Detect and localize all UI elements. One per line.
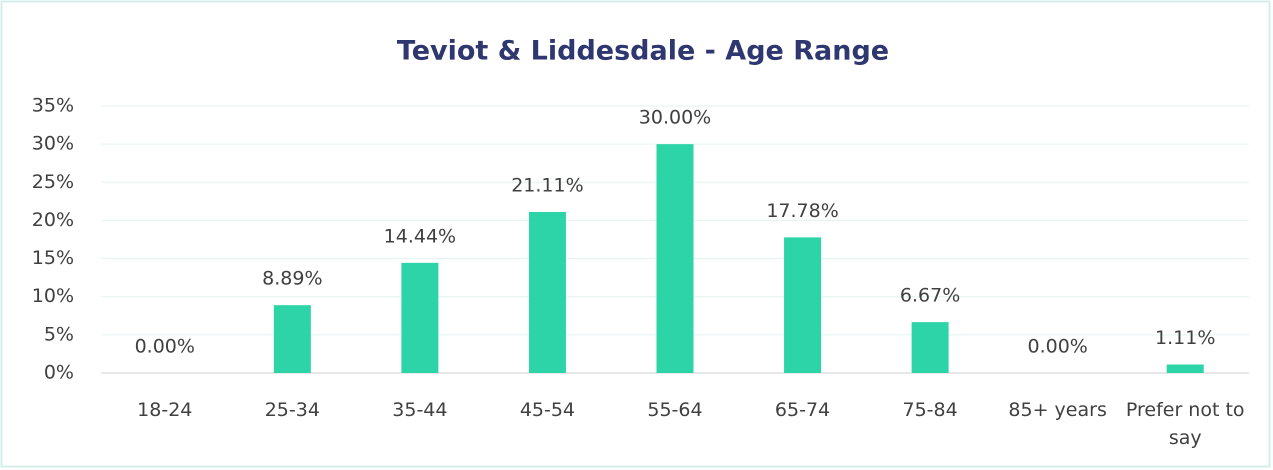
bar — [911, 322, 949, 373]
bar — [1166, 364, 1204, 373]
x-tick-label: 75-84 — [902, 399, 958, 421]
x-tick-label: 55-64 — [647, 399, 703, 421]
y-tick-label: 5% — [44, 323, 74, 345]
x-tick-label: 85+ years — [1008, 399, 1107, 421]
bar — [784, 237, 822, 373]
y-tick-label: 30% — [32, 133, 74, 155]
x-tick-label: Prefer not to say — [1125, 399, 1245, 449]
bar — [401, 262, 439, 373]
y-tick-label: 20% — [32, 209, 74, 231]
data-label: 17.78% — [766, 200, 838, 222]
chart-title: Teviot & Liddesdale - Age Range — [397, 36, 889, 67]
data-label: 14.44% — [384, 225, 456, 247]
x-tick-label: 45-54 — [519, 399, 576, 421]
data-label: 8.89% — [262, 268, 322, 290]
data-label: 0.00% — [135, 336, 195, 358]
data-label: 1.11% — [1155, 327, 1215, 349]
y-tick-label: 25% — [32, 171, 74, 193]
bar — [656, 144, 694, 373]
data-label: 21.11% — [511, 174, 583, 196]
y-tick-label: 15% — [32, 247, 74, 269]
data-label: 6.67% — [900, 285, 960, 307]
data-label: 30.00% — [639, 107, 711, 129]
x-tick-label: 25-34 — [264, 399, 320, 421]
x-tick-label: 65-74 — [774, 399, 831, 421]
x-tick-label: 35-44 — [392, 399, 448, 421]
data-label: 0.00% — [1027, 336, 1087, 358]
bar — [528, 211, 566, 373]
y-tick-label: 0% — [44, 362, 74, 384]
y-tick-label: 35% — [32, 95, 74, 117]
y-tick-label: 10% — [32, 285, 74, 307]
x-tick-label: 18-24 — [137, 399, 193, 421]
bar — [273, 305, 311, 373]
